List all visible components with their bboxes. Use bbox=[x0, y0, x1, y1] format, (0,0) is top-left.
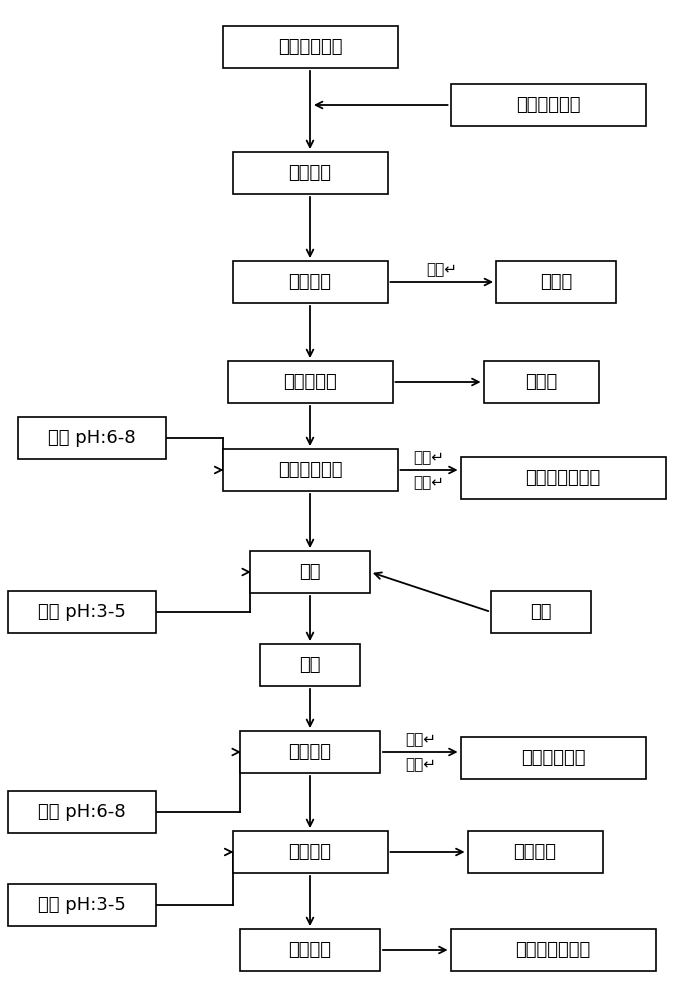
FancyBboxPatch shape bbox=[222, 26, 397, 68]
FancyBboxPatch shape bbox=[451, 929, 656, 971]
Text: 回用碱: 回用碱 bbox=[525, 373, 557, 391]
FancyBboxPatch shape bbox=[8, 791, 156, 833]
Text: 干燥↵: 干燥↵ bbox=[405, 732, 436, 747]
Text: 氢氧化钠溶液: 氢氧化钠溶液 bbox=[515, 96, 580, 114]
FancyBboxPatch shape bbox=[240, 929, 380, 971]
FancyBboxPatch shape bbox=[468, 831, 602, 873]
Text: 回用酒精: 回用酒精 bbox=[513, 843, 557, 861]
FancyBboxPatch shape bbox=[260, 644, 360, 686]
FancyBboxPatch shape bbox=[460, 457, 665, 499]
FancyBboxPatch shape bbox=[222, 449, 397, 491]
Text: 纤维素: 纤维素 bbox=[540, 273, 572, 291]
FancyBboxPatch shape bbox=[240, 731, 380, 773]
Text: 固相↵: 固相↵ bbox=[426, 262, 457, 277]
FancyBboxPatch shape bbox=[8, 591, 156, 633]
Text: 调节 pH:6-8: 调节 pH:6-8 bbox=[48, 429, 136, 447]
Text: 固液分离: 固液分离 bbox=[288, 273, 331, 291]
Text: 调节 pH:6-8: 调节 pH:6-8 bbox=[38, 803, 126, 821]
Text: 酒精蒸馏: 酒精蒸馏 bbox=[288, 843, 331, 861]
Text: 醇沉: 醇沉 bbox=[299, 656, 321, 674]
FancyBboxPatch shape bbox=[496, 261, 616, 303]
Text: 离心分离: 离心分离 bbox=[288, 743, 331, 761]
FancyBboxPatch shape bbox=[491, 591, 591, 633]
FancyBboxPatch shape bbox=[250, 551, 370, 593]
FancyBboxPatch shape bbox=[8, 884, 156, 926]
FancyBboxPatch shape bbox=[233, 152, 388, 194]
Text: 浓缩: 浓缩 bbox=[299, 563, 321, 581]
Text: 调节 pH:3-5: 调节 pH:3-5 bbox=[38, 603, 126, 621]
Text: 高速离心分离: 高速离心分离 bbox=[278, 461, 342, 479]
Text: 酒精: 酒精 bbox=[530, 603, 552, 621]
Text: 木质纤维材料: 木质纤维材料 bbox=[278, 38, 342, 56]
Text: 水不溶性木聚糖: 水不溶性木聚糖 bbox=[525, 469, 600, 487]
Text: 固相↵: 固相↵ bbox=[413, 475, 444, 490]
Text: 干燥↵: 干燥↵ bbox=[413, 450, 444, 465]
Text: 加热浸提: 加热浸提 bbox=[288, 164, 331, 182]
FancyBboxPatch shape bbox=[233, 261, 388, 303]
FancyBboxPatch shape bbox=[228, 361, 393, 403]
FancyBboxPatch shape bbox=[460, 737, 646, 779]
Text: 水不溶性木质素: 水不溶性木质素 bbox=[515, 941, 591, 959]
Text: 水溶性木聚糖: 水溶性木聚糖 bbox=[521, 749, 585, 767]
FancyBboxPatch shape bbox=[484, 361, 598, 403]
FancyBboxPatch shape bbox=[18, 417, 166, 459]
FancyBboxPatch shape bbox=[451, 84, 646, 126]
FancyBboxPatch shape bbox=[233, 831, 388, 873]
Text: 离心干燥: 离心干燥 bbox=[288, 941, 331, 959]
Text: 调节 pH:3-5: 调节 pH:3-5 bbox=[38, 896, 126, 914]
Text: 电渗析脱碱: 电渗析脱碱 bbox=[283, 373, 337, 391]
Text: 固相↵: 固相↵ bbox=[405, 757, 436, 772]
